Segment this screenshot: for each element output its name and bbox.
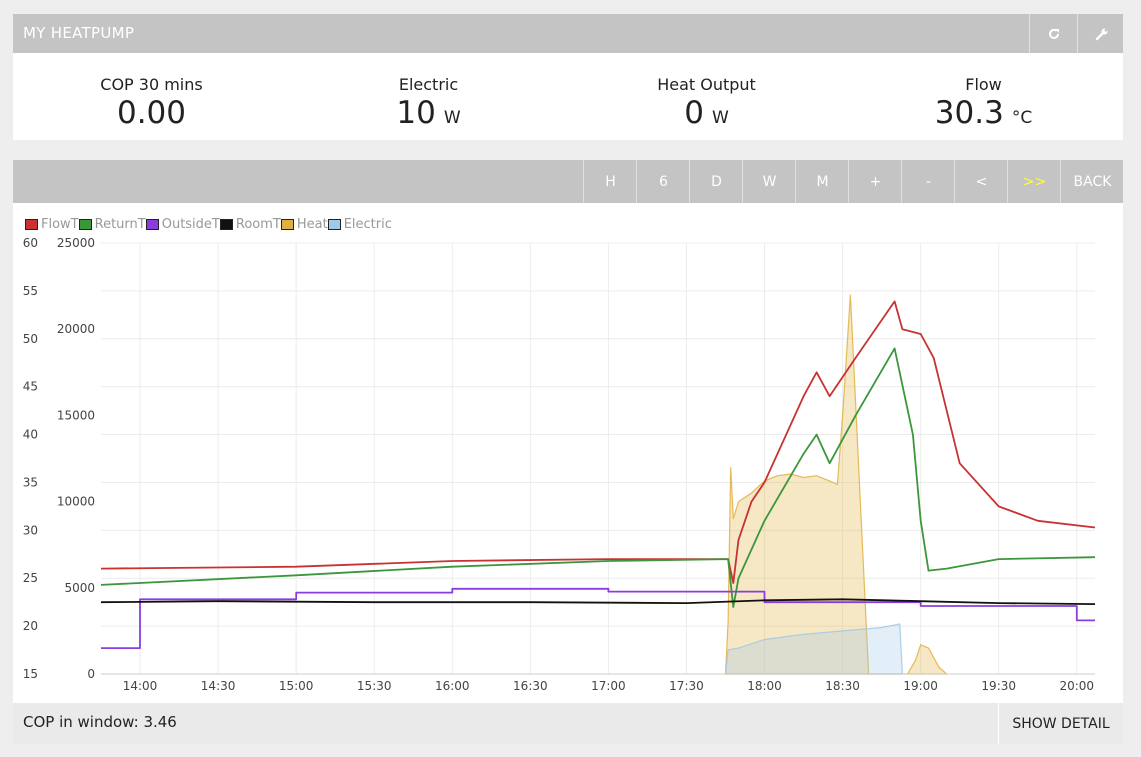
y-left-tick-label: 15: [23, 667, 38, 681]
zoom-month-button[interactable]: M: [795, 160, 849, 203]
settings-button[interactable]: [1077, 14, 1125, 53]
y-left-tick-label: 50: [23, 332, 38, 346]
x-tick-label: 19:00: [903, 679, 938, 693]
stat-value: 10 W: [290, 95, 567, 131]
stat-label: Heat Output: [657, 75, 756, 94]
legend-item-flowt[interactable]: FlowT: [25, 217, 79, 232]
stat-number: 30.3: [934, 95, 1004, 131]
y-left-tick-label: 55: [23, 284, 38, 298]
zoom-day-button[interactable]: D: [689, 160, 743, 203]
stat-electric: Electric 10 W: [290, 53, 567, 140]
series-roomt-line: [100, 598, 1096, 605]
x-tick-label: 18:00: [747, 679, 782, 693]
chart-footer: COP in window: 3.46 SHOW DETAIL: [13, 703, 1123, 744]
zoom-6h-button[interactable]: 6: [636, 160, 690, 203]
series-heat-area: [724, 294, 949, 675]
x-tick-label: 15:00: [279, 679, 314, 693]
widget-header: MY HEATPUMP: [13, 14, 1123, 53]
x-tick-label: 17:30: [669, 679, 704, 693]
y-left-tick-label: 35: [23, 475, 38, 489]
y-left-tick-label: 45: [23, 380, 38, 394]
legend-swatch: [280, 218, 294, 230]
legend-label: OutsideT: [161, 216, 220, 232]
y-right-tick-label: 10000: [57, 495, 95, 509]
widget-title: MY HEATPUMP: [23, 24, 135, 42]
stat-unit: W: [711, 108, 729, 128]
y-right-tick-label: 0: [87, 667, 95, 681]
wrench-icon: [1095, 28, 1107, 40]
y-left-tick-label: 30: [23, 523, 38, 537]
show-detail-button[interactable]: SHOW DETAIL: [998, 703, 1123, 744]
x-tick-label: 15:30: [357, 679, 392, 693]
back-button[interactable]: BACK: [1060, 160, 1124, 203]
y-right-tick-label: 5000: [64, 581, 95, 595]
chart-legend[interactable]: FlowT ReturnT OutsideT RoomT Heat Electric: [25, 216, 392, 232]
stats-panel: COP 30 mins 0.00 Electric 10 W Heat Outpu…: [13, 53, 1123, 140]
stat-cop: COP 30 mins 0.00: [13, 53, 290, 140]
legend-item-electric[interactable]: Electric: [327, 216, 392, 232]
y-left-tick-label: 25: [23, 571, 38, 585]
series-flowt-line: [100, 300, 1096, 584]
legend-swatch: [327, 218, 341, 230]
stat-value: 0.00: [13, 95, 290, 131]
zoom-week-button[interactable]: W: [742, 160, 796, 203]
stat-value: 30.3 °C: [845, 95, 1122, 131]
stat-label: Flow: [965, 75, 1002, 94]
refresh-button[interactable]: [1029, 14, 1077, 53]
legend-swatch: [145, 218, 159, 230]
chart-toolbar: H 6 D W M + - < >> BACK: [13, 160, 1123, 203]
x-tick-label: 14:00: [123, 679, 158, 693]
legend-label: FlowT: [41, 216, 79, 232]
legend-label: Electric: [343, 216, 392, 232]
cop-window-text: COP in window: 3.46: [23, 713, 177, 731]
zoom-in-button[interactable]: +: [848, 160, 902, 203]
zoom-hour-button[interactable]: H: [583, 160, 637, 203]
zoom-out-button[interactable]: -: [901, 160, 955, 203]
refresh-icon: [1048, 28, 1059, 39]
legend-item-outsidet[interactable]: OutsideT: [145, 216, 220, 232]
y-left-tick-label: 20: [23, 619, 38, 633]
chart-panel: FlowT ReturnT OutsideT RoomT Heat Electric 15…: [13, 203, 1123, 703]
y-right-tick-label: 25000: [57, 236, 95, 250]
stat-number: 0.00: [116, 95, 187, 131]
legend-swatch: [219, 218, 233, 230]
legend-item-returnt[interactable]: ReturnT: [78, 216, 146, 232]
y-left-tick-label: 60: [23, 236, 38, 250]
legend-swatch: [25, 218, 38, 230]
legend-item-heat[interactable]: Heat: [280, 216, 328, 232]
pan-right-button[interactable]: >>: [1007, 160, 1061, 203]
y-right-tick-label: 15000: [57, 408, 95, 422]
stat-flow: Flow 30.3 °C: [845, 53, 1122, 140]
legend-swatch: [78, 218, 92, 230]
stat-unit: °C: [1011, 108, 1033, 128]
stat-label: COP 30 mins: [100, 75, 203, 94]
x-tick-label: 18:30: [825, 679, 860, 693]
pan-left-button[interactable]: <: [954, 160, 1008, 203]
series-returnt-line: [100, 347, 1096, 608]
stat-unit: W: [443, 108, 461, 128]
y-left-tick-label: 40: [23, 428, 38, 442]
chart-svg[interactable]: 15 20 25 30 35 40 45 50 55 60 0 5000 10000 15000 20000…: [13, 203, 1123, 703]
legend-label: RoomT: [235, 216, 281, 232]
stat-label: Electric: [398, 75, 459, 94]
x-tick-label: 17:00: [591, 679, 626, 693]
x-tick-label: 16:30: [513, 679, 548, 693]
legend-label: Heat: [296, 216, 328, 232]
legend-item-roomt[interactable]: RoomT: [219, 216, 281, 232]
stat-number: 0: [684, 95, 704, 131]
y-right-tick-label: 20000: [57, 322, 95, 336]
series-outsidet-line: [101, 587, 1095, 649]
x-tick-label: 16:00: [435, 679, 470, 693]
x-tick-label: 19:30: [981, 679, 1016, 693]
legend-label: ReturnT: [94, 216, 146, 232]
stat-number: 10: [396, 95, 436, 131]
x-tick-label: 20:00: [1059, 679, 1094, 693]
x-tick-label: 14:30: [201, 679, 236, 693]
